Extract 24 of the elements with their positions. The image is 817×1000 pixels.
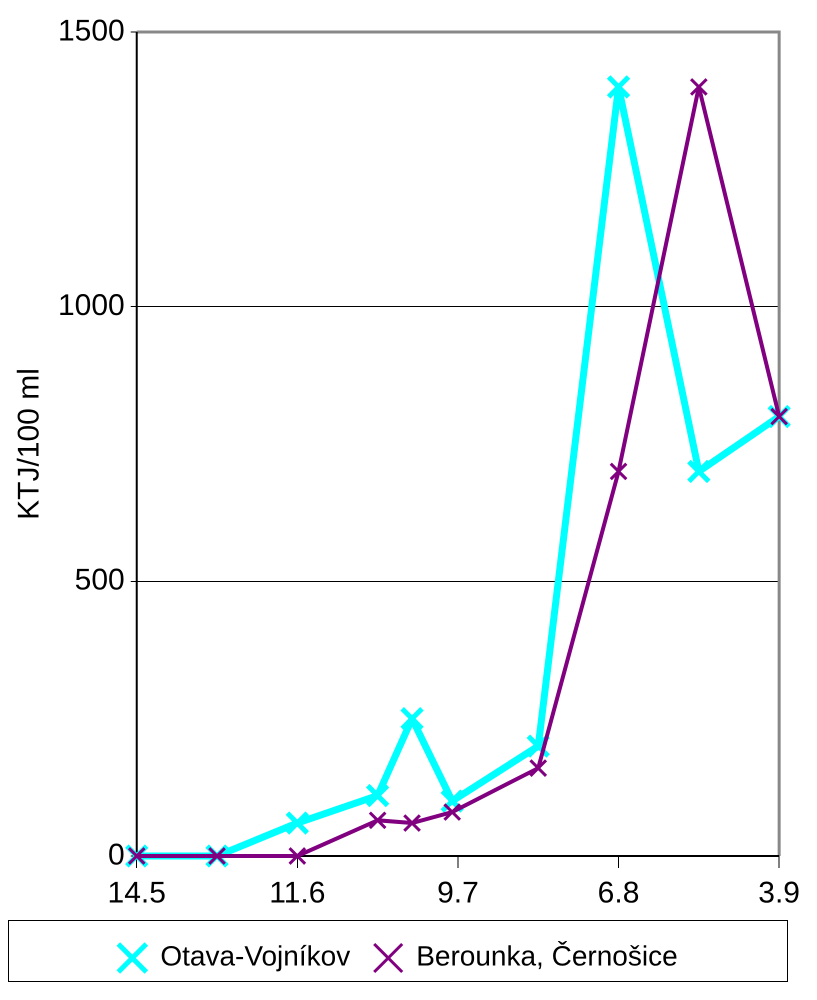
- point: [606, 74, 631, 100]
- x-tick-label: 6.8: [598, 876, 640, 910]
- point: [400, 706, 424, 732]
- point: [609, 462, 628, 481]
- x-tick-label: 3.9: [758, 876, 800, 910]
- x-tick-label: 11.6: [269, 876, 326, 910]
- point: [365, 783, 390, 808]
- point: [368, 811, 387, 830]
- point: [288, 846, 307, 866]
- point: [284, 810, 310, 836]
- point: [402, 814, 422, 832]
- y-tick-label: 1000: [58, 288, 125, 322]
- point: [528, 758, 548, 778]
- legend-label: Berounka, Černošice: [416, 940, 678, 972]
- x-tick-label: 14.5: [108, 876, 166, 910]
- y-tick-label: 0: [108, 838, 125, 872]
- x-tick-label: 9.7: [437, 876, 479, 910]
- point: [690, 78, 708, 96]
- y-tick-label: 500: [74, 564, 125, 597]
- y-tick-label: 1500: [58, 14, 125, 48]
- point: [686, 459, 712, 484]
- legend-label: Otava-Vojníkov: [160, 940, 350, 972]
- point: [442, 802, 462, 822]
- y-axis-title: KTJ/100 ml: [12, 368, 46, 520]
